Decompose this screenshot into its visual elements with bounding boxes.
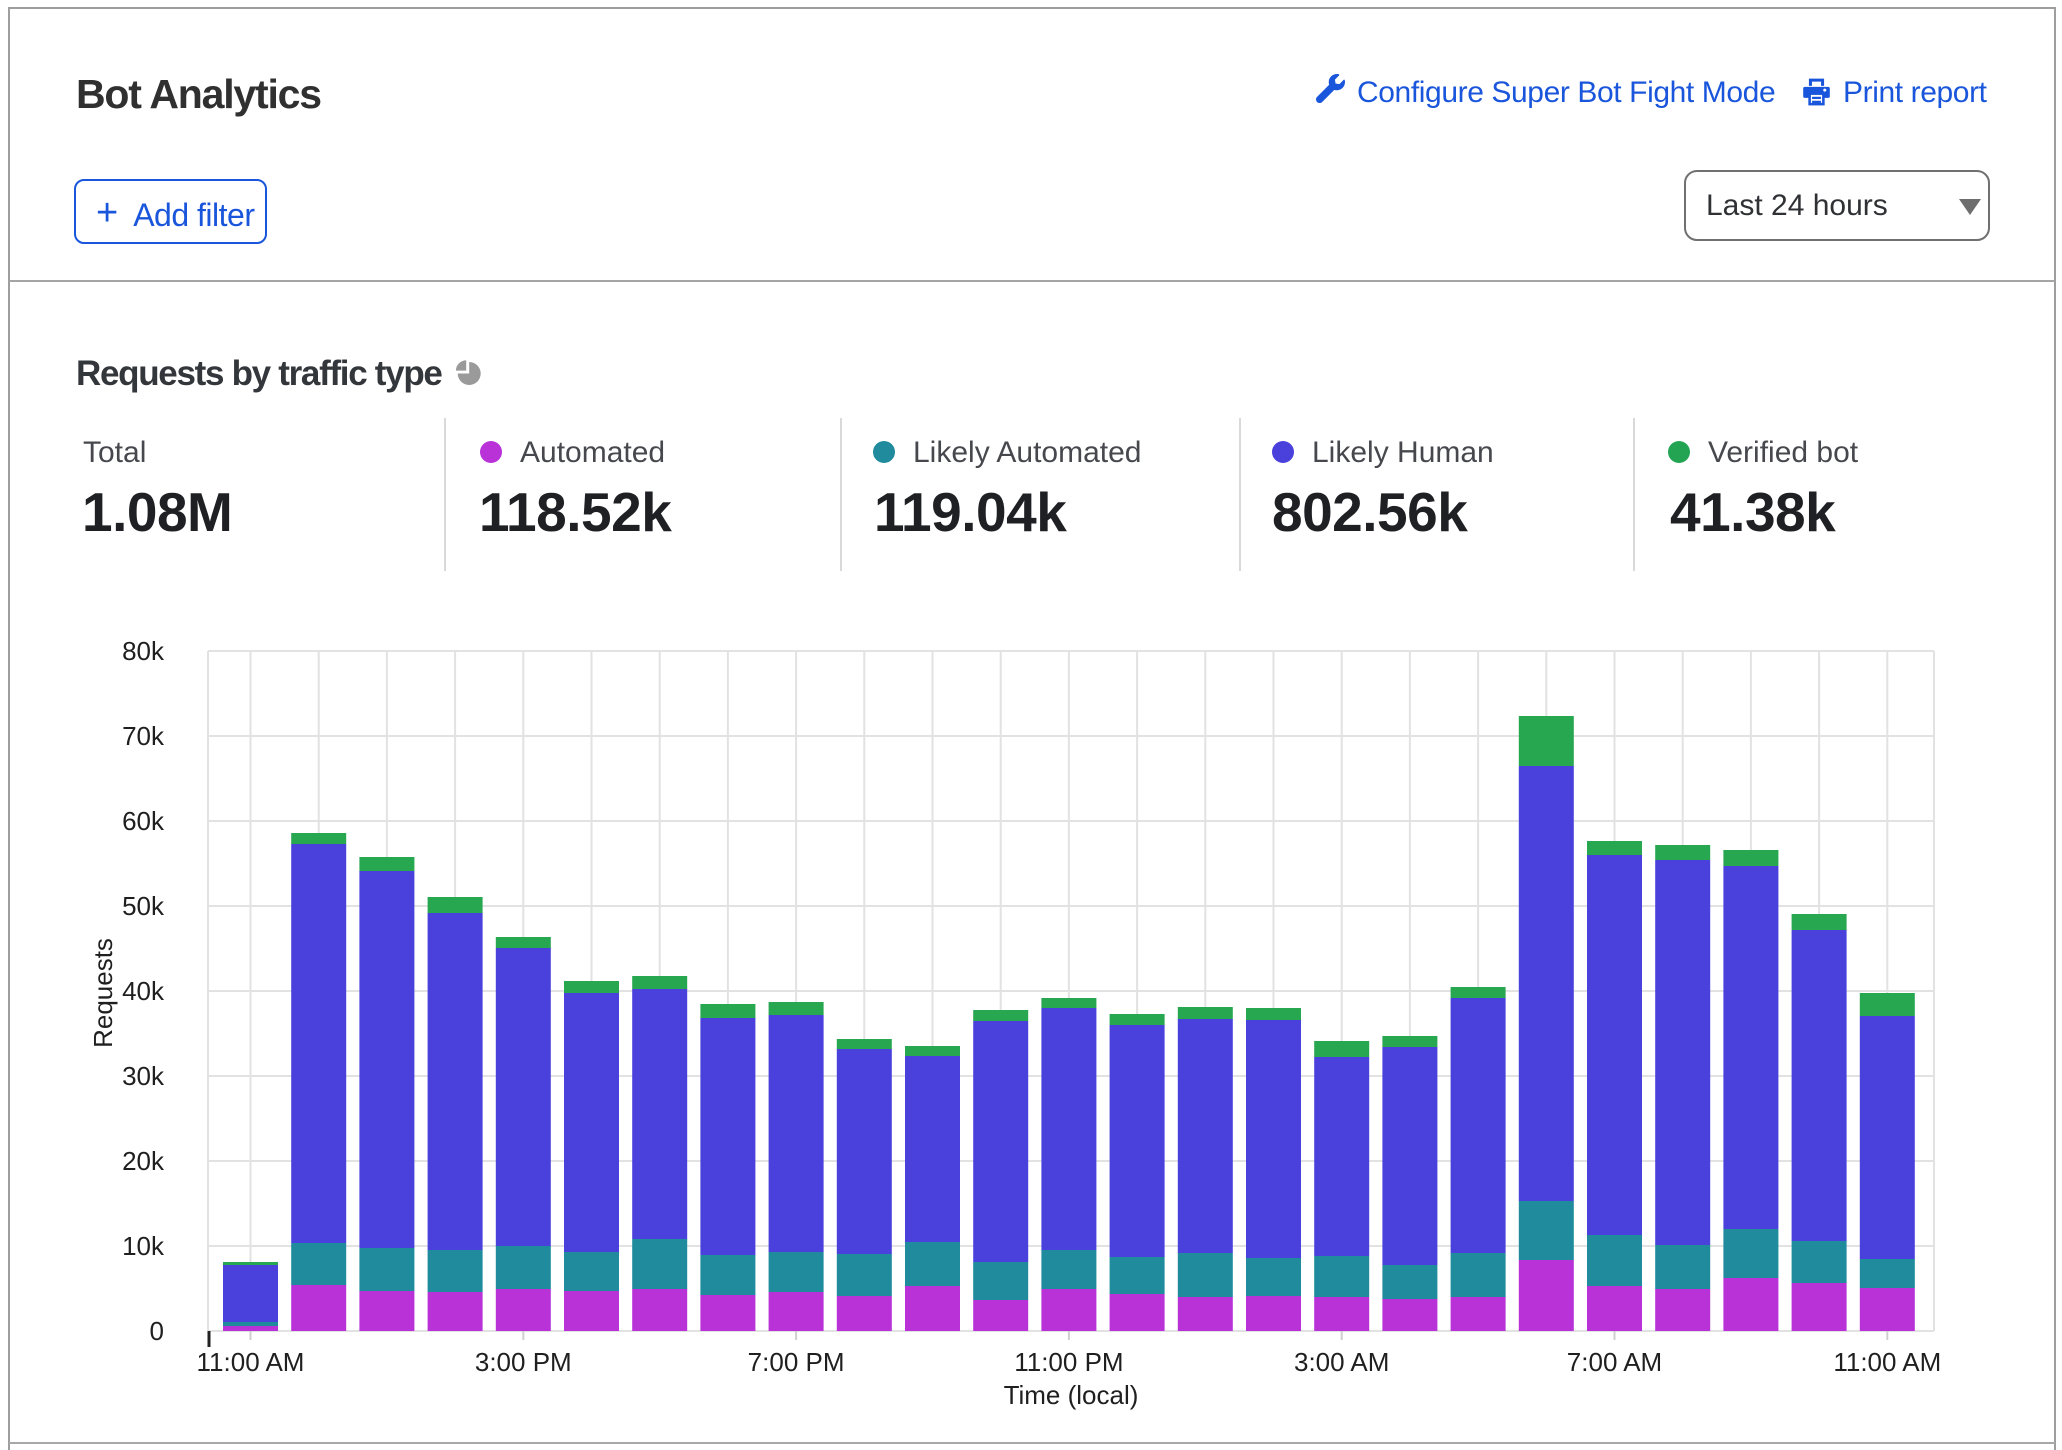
- svg-text:30k: 30k: [122, 1061, 165, 1091]
- svg-text:7:00 AM: 7:00 AM: [1567, 1347, 1662, 1377]
- svg-text:3:00 PM: 3:00 PM: [475, 1347, 572, 1377]
- svg-text:60k: 60k: [122, 806, 165, 836]
- svg-text:7:00 PM: 7:00 PM: [748, 1347, 845, 1377]
- svg-text:11:00 AM: 11:00 AM: [1833, 1347, 1941, 1377]
- svg-text:50k: 50k: [122, 891, 165, 921]
- svg-text:10k: 10k: [122, 1231, 165, 1261]
- svg-text:20k: 20k: [122, 1146, 165, 1176]
- svg-text:11:00 PM: 11:00 PM: [1014, 1347, 1123, 1377]
- svg-text:3:00 AM: 3:00 AM: [1294, 1347, 1389, 1377]
- svg-text:11:00 AM: 11:00 AM: [197, 1347, 305, 1377]
- svg-text:70k: 70k: [122, 721, 165, 751]
- svg-text:80k: 80k: [122, 636, 165, 666]
- svg-text:0: 0: [150, 1316, 164, 1346]
- svg-text:40k: 40k: [122, 976, 165, 1006]
- svg-text:Requests: Requests: [88, 938, 118, 1048]
- svg-text:Time (local): Time (local): [1004, 1380, 1139, 1410]
